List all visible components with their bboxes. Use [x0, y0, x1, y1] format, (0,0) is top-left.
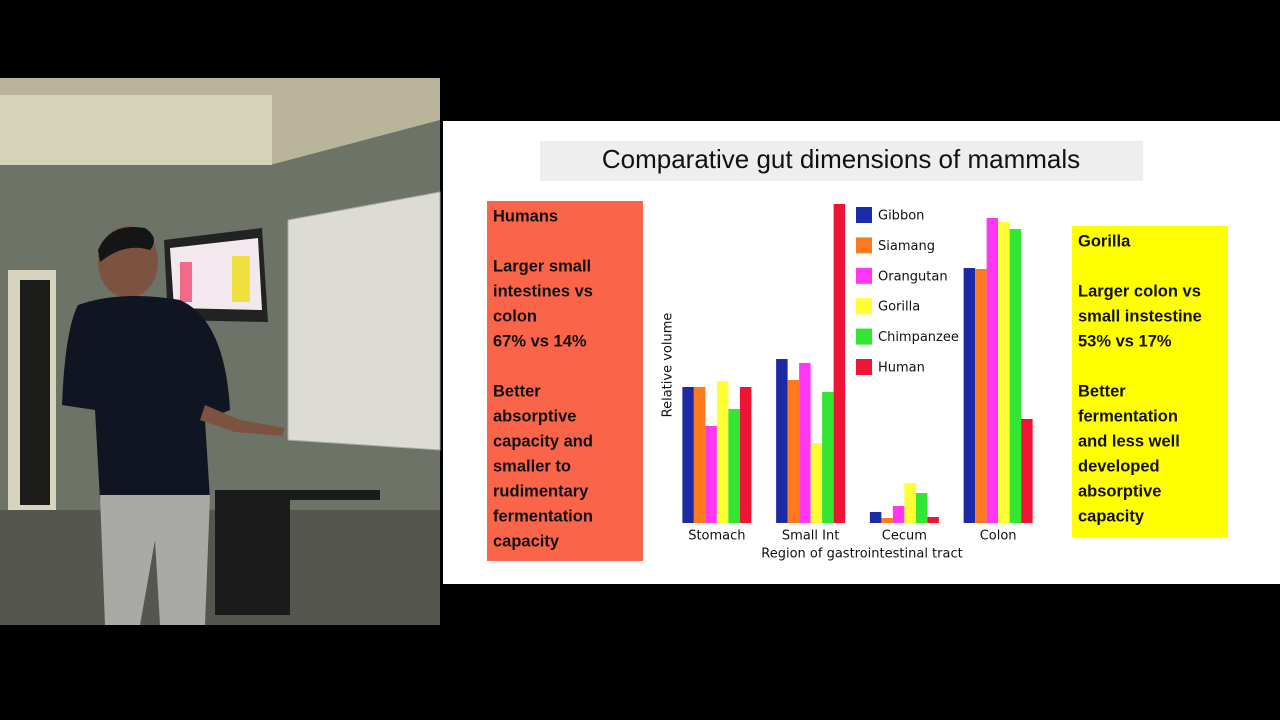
- camera-photo: [0, 78, 441, 625]
- chart-title: Comparative gut dimensions of mammals: [602, 144, 1080, 174]
- note-text: Larger small: [493, 257, 591, 275]
- y-axis-label: Relative volume: [661, 313, 676, 418]
- x-axis-label: Region of gastrointestinal tract: [761, 547, 962, 562]
- legend-label: Orangutan: [878, 269, 948, 284]
- bar: [728, 409, 740, 523]
- note-text: 53% vs 17%: [1078, 332, 1172, 350]
- note-text: capacity: [1078, 507, 1145, 525]
- bar: [716, 381, 729, 523]
- bar: [892, 506, 905, 523]
- tv-bar: [232, 256, 250, 302]
- note-text: Gorilla: [1078, 232, 1131, 250]
- note-text: developed: [1078, 457, 1160, 475]
- bar: [986, 218, 999, 523]
- arm: [200, 405, 285, 436]
- shirt: [62, 296, 230, 500]
- note-box: [1072, 226, 1228, 537]
- bar: [776, 359, 788, 523]
- bar: [915, 493, 928, 523]
- note-text: Better: [1078, 382, 1126, 400]
- bar: [739, 387, 752, 523]
- note-text: capacity: [493, 532, 560, 550]
- note-text: fermentation: [493, 507, 593, 525]
- bar: [822, 392, 834, 523]
- tv-bar: [180, 262, 192, 302]
- title-box: [540, 141, 1143, 181]
- whiteboard: [287, 191, 441, 451]
- note-text: rudimentary: [493, 482, 589, 500]
- bar: [810, 443, 823, 523]
- legend-label: Chimpanzee: [878, 330, 959, 345]
- door: [20, 280, 50, 505]
- legend-label: Gibbon: [878, 209, 924, 224]
- bar: [1021, 419, 1033, 523]
- note-text: and less well: [1078, 432, 1180, 450]
- legend-swatch: [856, 267, 872, 284]
- note-text: small instestine: [1078, 307, 1202, 325]
- x-tick-label: Small Int: [782, 529, 839, 544]
- bar: [998, 222, 1010, 523]
- note-text: absorptive: [493, 407, 576, 425]
- note-text: fermentation: [1078, 407, 1178, 425]
- legend-label: Siamang: [878, 239, 935, 254]
- legend-swatch: [856, 328, 872, 345]
- legend-swatch: [856, 237, 872, 254]
- bar: [693, 387, 706, 523]
- x-tick-label: Cecum: [882, 529, 927, 544]
- desk: [215, 490, 380, 615]
- bar: [682, 387, 694, 523]
- bar: [975, 269, 987, 523]
- note-text: intestines vs: [493, 282, 593, 300]
- legend-swatch: [856, 359, 872, 375]
- legend-label: Human: [878, 361, 925, 376]
- bar: [705, 426, 717, 523]
- note-text: Humans: [493, 207, 558, 225]
- legend-label: Gorilla: [878, 300, 920, 315]
- bar: [869, 512, 882, 523]
- bar: [927, 517, 939, 523]
- bar: [787, 380, 800, 523]
- legend-swatch: [856, 207, 872, 223]
- hair: [98, 226, 154, 262]
- bar: [833, 204, 846, 523]
- note-text: absorptive: [1078, 482, 1161, 500]
- bar: [799, 363, 811, 523]
- note-text: capacity and: [493, 432, 593, 450]
- note-text: 67% vs 14%: [493, 332, 587, 350]
- trousers: [100, 495, 210, 625]
- bar: [881, 518, 893, 523]
- bar: [1009, 229, 1022, 523]
- bar: [904, 483, 916, 523]
- ceiling-panel: [0, 95, 272, 165]
- note-text: Larger colon vs: [1078, 282, 1201, 300]
- note-text: colon: [493, 307, 537, 325]
- legend-swatch: [856, 298, 872, 315]
- bar: [963, 268, 976, 523]
- x-tick-label: Colon: [980, 529, 1017, 544]
- x-tick-label: Stomach: [688, 529, 745, 544]
- note-text: smaller to: [493, 457, 571, 475]
- note-text: Better: [493, 382, 541, 400]
- note-box: [487, 201, 643, 561]
